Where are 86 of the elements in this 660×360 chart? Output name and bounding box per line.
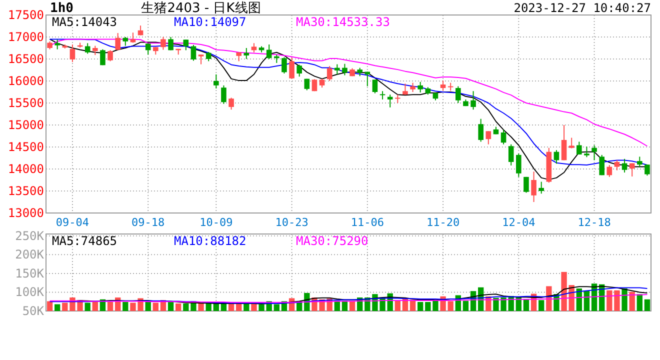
candlestick: [584, 146, 590, 158]
candlestick: [478, 118, 484, 142]
candlestick: [395, 94, 400, 104]
y-tick-label: 13000: [8, 206, 44, 220]
candlestick: [576, 141, 582, 155]
candlestick: [614, 160, 620, 171]
candlestick: [456, 86, 461, 104]
y-tick-label: 250K: [15, 228, 45, 243]
candlestick: [198, 54, 204, 65]
line-series: [49, 294, 648, 303]
candlestick: [568, 137, 574, 149]
annotation: 1h0: [50, 1, 74, 16]
candlestick: [508, 144, 514, 166]
candlestick: [145, 42, 151, 56]
candlestick: [183, 39, 189, 51]
x-tick-label: 10-09: [200, 216, 233, 229]
candlestick: [100, 48, 106, 66]
x-tick-label: 12-04: [502, 216, 536, 229]
y-tick-label: 17500: [8, 8, 44, 22]
y-tick-label: 17000: [8, 30, 44, 44]
candlestick: [561, 124, 567, 161]
candlestick: [115, 32, 120, 51]
candlestick: [531, 171, 536, 202]
y-tick-label: 15500: [8, 96, 44, 110]
candlestick: [554, 150, 560, 164]
candlestick: [214, 74, 219, 89]
candlestick: [160, 36, 166, 50]
candlestick: [70, 44, 76, 63]
candlestick: [92, 45, 98, 56]
candlestick: [190, 44, 196, 62]
candlestick: [500, 129, 506, 145]
candlestick: [516, 153, 522, 178]
candlestick: [622, 158, 628, 174]
candlestick: [418, 81, 423, 93]
y-tick-label: 14500: [8, 140, 44, 154]
candlestick: [637, 156, 642, 168]
series-label: MA5:14043: [52, 15, 118, 29]
text: MA5:74865: [52, 234, 118, 248]
y-tick-label: 150K: [15, 266, 45, 280]
candlestick: [266, 44, 272, 60]
y-tick-label: 14000: [8, 162, 44, 176]
x-tick-label: 11-20: [426, 216, 460, 229]
candlestick: [486, 130, 492, 145]
candlestick: [592, 144, 597, 161]
text: MA30:75290: [296, 234, 368, 248]
x-tick-label: 12-18: [578, 216, 611, 229]
candlestick: [282, 56, 287, 74]
candlestick: [538, 181, 544, 194]
y-tick-label: 15000: [8, 118, 44, 132]
x-tick-label: 09-04: [56, 216, 90, 229]
candlestick: [108, 50, 113, 62]
y-tick-label: 16000: [8, 74, 44, 88]
y-tick-label: 200K: [15, 248, 45, 262]
candlestick: [168, 36, 174, 51]
y-tick-label: 50K: [22, 304, 45, 318]
y-tick-label: 16500: [8, 52, 44, 66]
chart-title: 生猪2403 - 日K线图: [141, 1, 261, 16]
candlestick: [380, 90, 386, 100]
candlestick: [296, 64, 302, 78]
chart-subtitle: 2023-12-27 10:40:27: [514, 1, 651, 15]
candlestick: [372, 79, 378, 94]
candlestick: [644, 164, 650, 176]
x-tick-label: 11-06: [350, 216, 384, 229]
candlestick: [54, 39, 60, 50]
y-tick-label: 100K: [15, 285, 45, 300]
candlestick: [334, 64, 340, 75]
text: MA10:88182: [174, 234, 246, 248]
x-tick-label: 10-23: [275, 216, 308, 229]
y-tick-label: 13500: [8, 184, 44, 198]
candlestick: [251, 42, 257, 53]
candlestick: [410, 82, 416, 92]
candlestick: [606, 164, 612, 178]
series-label: MA10:14097: [174, 15, 246, 29]
candlestick: [84, 42, 90, 54]
candlestick: [221, 84, 226, 104]
candlestick: [206, 51, 212, 62]
candlestick: [599, 154, 604, 176]
candlestick: [228, 97, 234, 110]
candlestick: [470, 90, 476, 110]
text: MA30:14533.33: [296, 15, 390, 29]
x-tick-label: 09-18: [132, 216, 165, 229]
candlestick: [440, 80, 446, 92]
candlestick: [342, 63, 348, 76]
candlestick: [289, 57, 294, 80]
candlestick: [524, 176, 529, 194]
candlestick: [326, 66, 332, 82]
